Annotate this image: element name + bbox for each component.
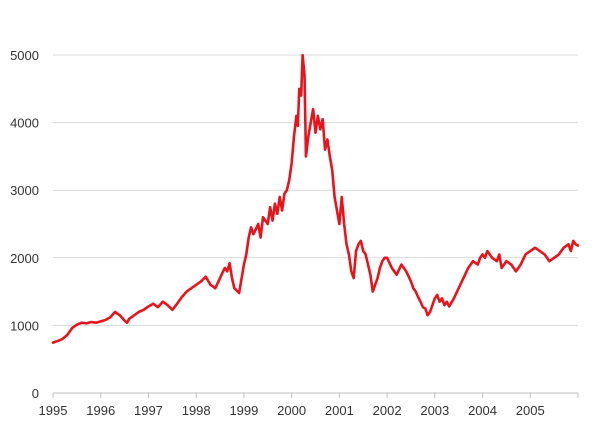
x-tick-label: 1995 — [39, 403, 68, 418]
x-tick-label: 1996 — [86, 403, 115, 418]
y-tick-label: 2000 — [10, 251, 39, 266]
x-tick-label: 2002 — [373, 403, 402, 418]
y-tick-label: 3000 — [10, 183, 39, 198]
tick-labels: 0 1000 2000 3000 4000 5000 1995 1996 1997 1998 199… — [10, 48, 545, 418]
x-tick-label: 1998 — [182, 403, 211, 418]
y-tick-label: 5000 — [10, 48, 39, 63]
x-tick-label: 1999 — [229, 403, 258, 418]
gridlines — [53, 54, 578, 326]
x-tick-label: 2004 — [468, 403, 497, 418]
x-tick-label: 2000 — [277, 403, 306, 418]
x-tick-label: 2001 — [325, 403, 354, 418]
x-tick-label: 1997 — [134, 403, 163, 418]
y-tick-label: 0 — [32, 386, 39, 401]
axes — [52, 392, 579, 398]
y-tick-label: 1000 — [10, 318, 39, 333]
y-tick-label: 4000 — [10, 116, 39, 131]
series-line-0 — [51, 53, 580, 344]
x-tick-label: 2003 — [420, 403, 449, 418]
series-layer — [51, 53, 580, 344]
x-tick-label: 2005 — [516, 403, 545, 418]
